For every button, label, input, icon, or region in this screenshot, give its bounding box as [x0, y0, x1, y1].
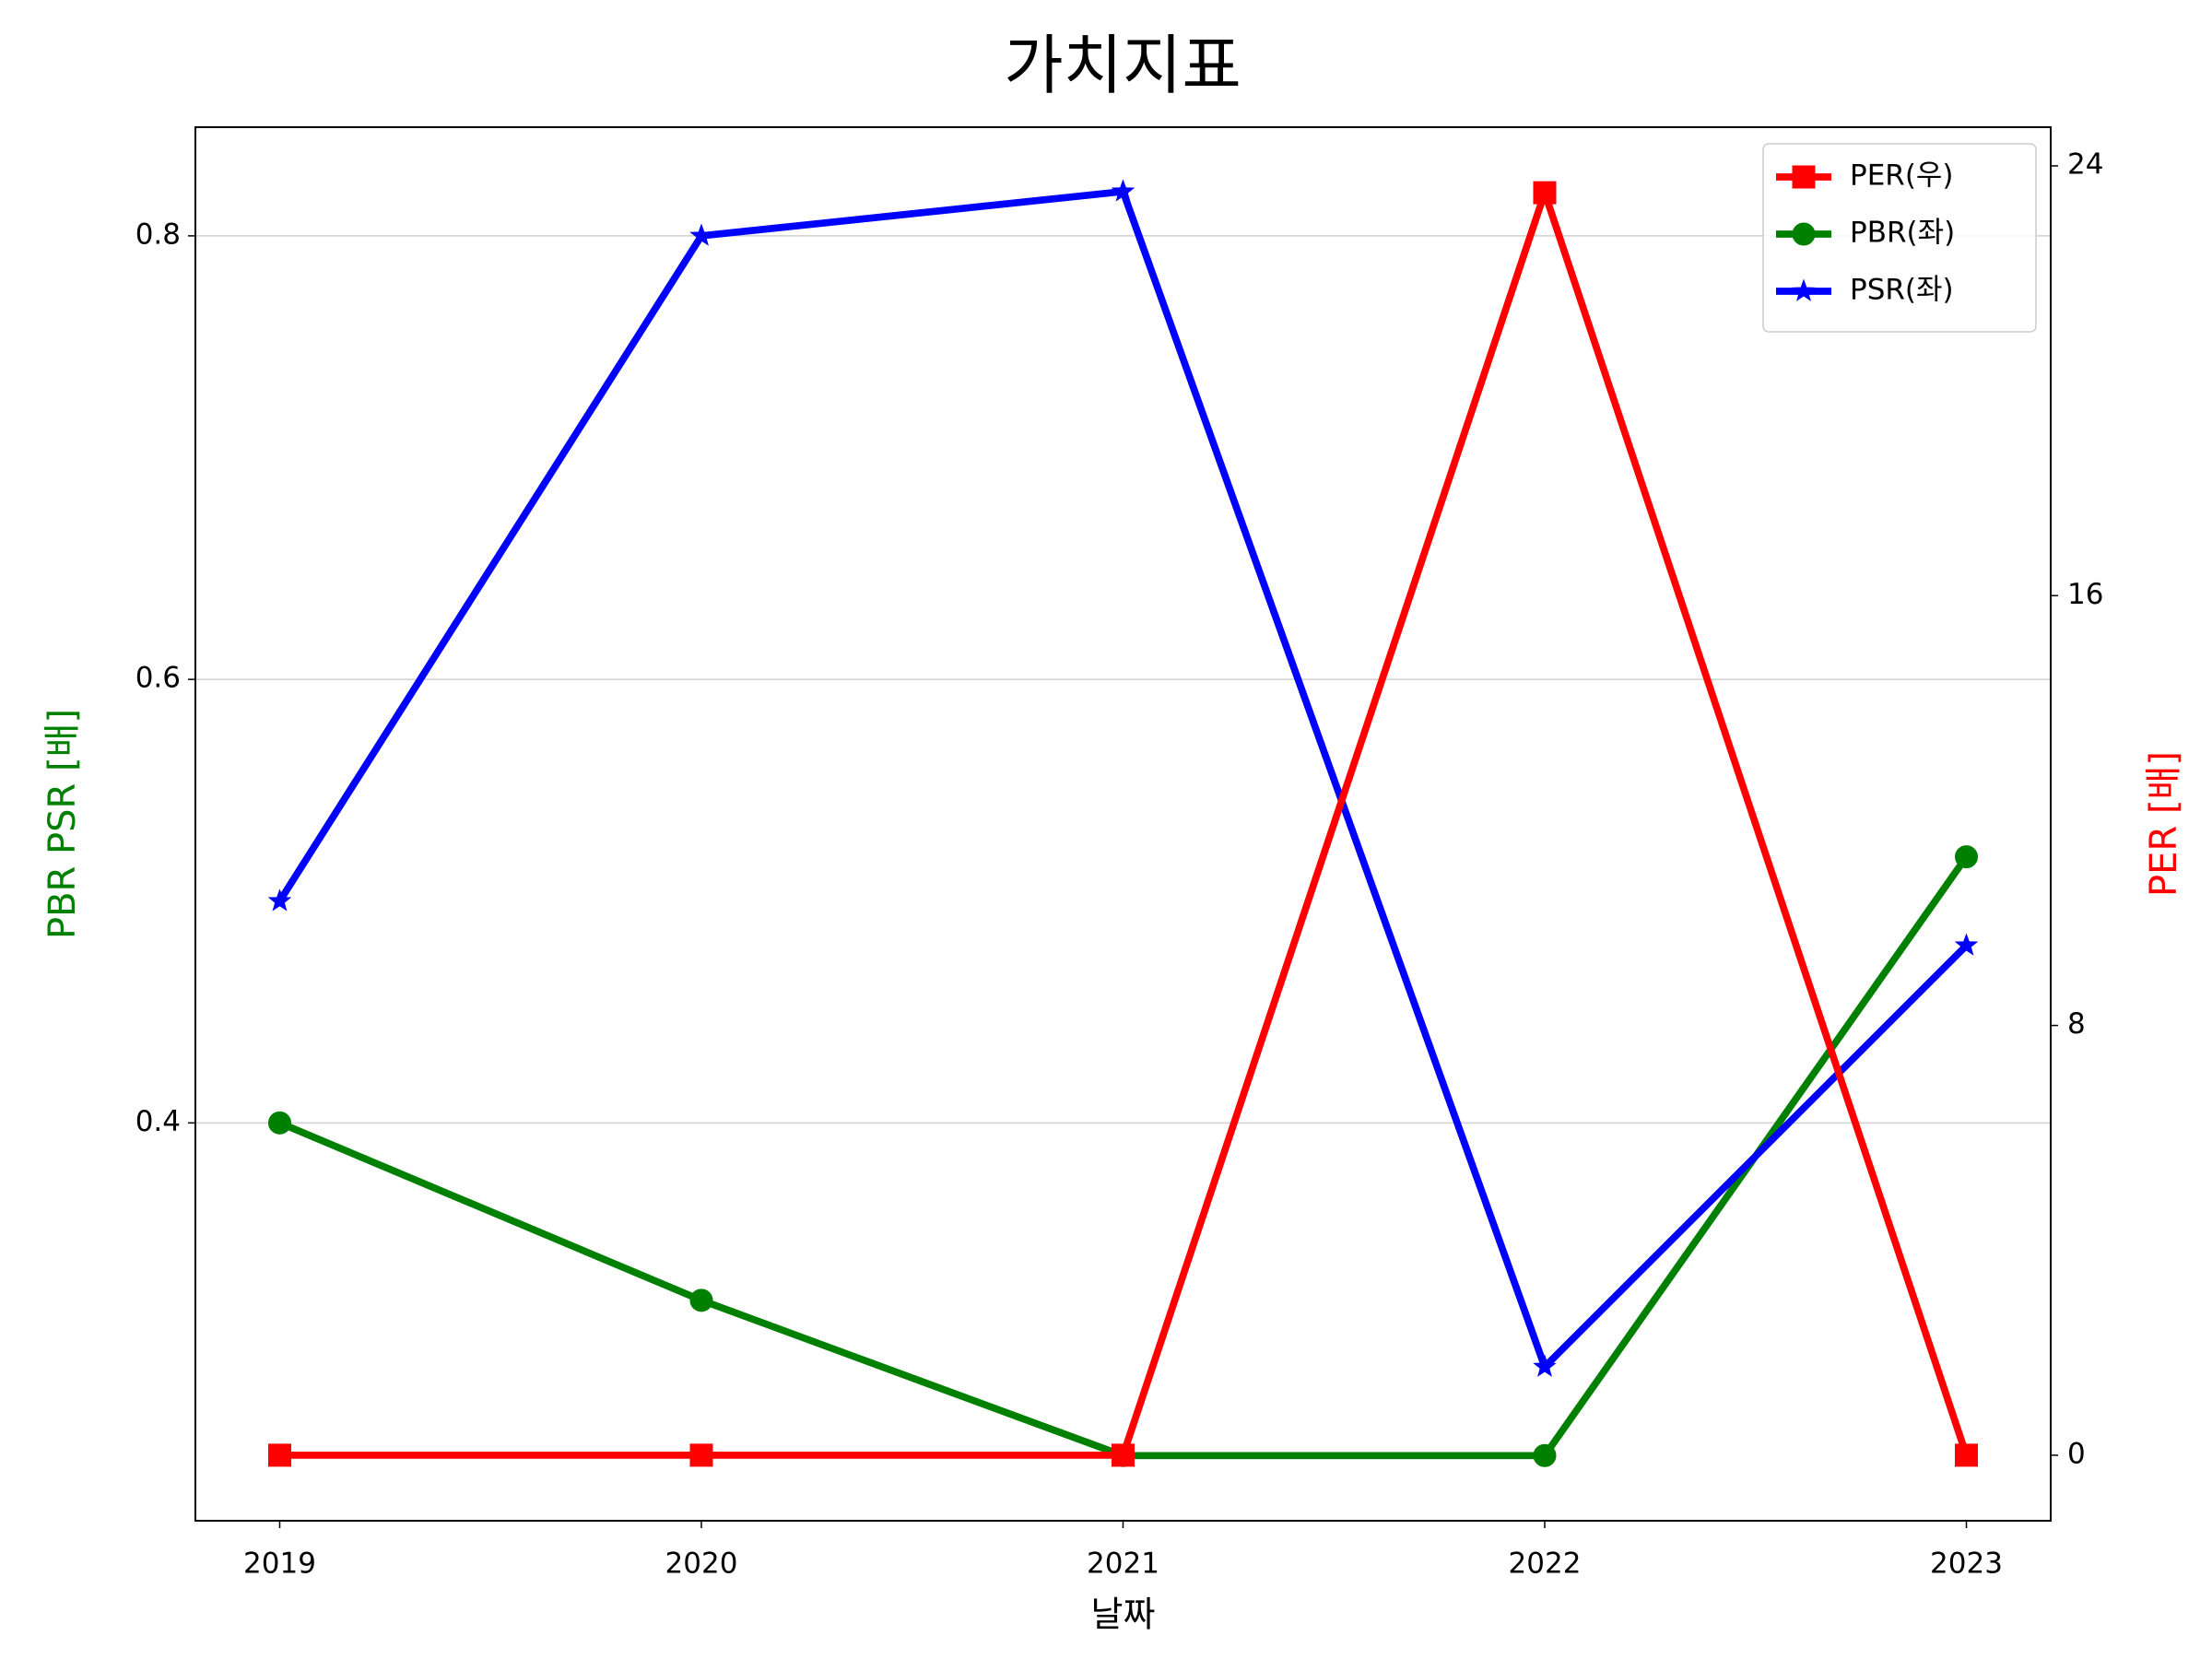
- y-axis-label: PBR PSR [배]: [41, 709, 84, 939]
- legend-marker: [1792, 278, 1816, 301]
- legend-box: [1762, 143, 2037, 333]
- data-point: [1111, 179, 1135, 202]
- x-tick-label: 2019: [243, 1547, 316, 1581]
- data-point: [268, 1443, 291, 1467]
- y-tick-label: 0.4: [135, 1105, 181, 1138]
- data-point: [1955, 845, 1978, 869]
- data-point: [1533, 1443, 1557, 1467]
- legend: PER(우) PBR(좌) PSR(좌): [1762, 143, 2037, 333]
- x-tick-label: 2021: [1087, 1547, 1159, 1581]
- y2-axis-label: PER [배]: [2143, 751, 2185, 897]
- data-point: [689, 1443, 713, 1467]
- y2-tick-label: 24: [2067, 147, 2103, 181]
- y2-tick-label: 8: [2067, 1007, 2086, 1041]
- data-point: [268, 1111, 291, 1135]
- y2-tick-label: 16: [2067, 578, 2103, 611]
- data-point: [689, 1288, 713, 1312]
- data-point: [1955, 1443, 1978, 1467]
- data-point: [689, 223, 713, 246]
- y2-tick-label: 0: [2067, 1437, 2086, 1470]
- legend-marker: [1792, 165, 1816, 189]
- data-point: [267, 888, 292, 912]
- data-point: [1533, 1354, 1557, 1377]
- x-tick-label: 2020: [665, 1547, 738, 1581]
- data-point: [1112, 1443, 1135, 1467]
- x-tick-label: 2022: [1509, 1547, 1582, 1581]
- x-axis-label: 날짜: [1091, 1594, 1156, 1635]
- y-tick-label: 0.6: [135, 662, 181, 695]
- legend-label: PBR(좌): [1850, 217, 1955, 250]
- legend-label: PSR(좌): [1850, 274, 1954, 307]
- data-point: [1954, 933, 1979, 956]
- data-point: [1533, 181, 1557, 205]
- x-tick-label: 2023: [1930, 1547, 2003, 1581]
- plot-frame: [194, 126, 2052, 1522]
- y-tick-label: 0.8: [135, 218, 181, 251]
- chart-title: 가치지표: [1004, 28, 1241, 103]
- legend-label: PER(우): [1850, 159, 1954, 193]
- legend-marker: [1792, 222, 1816, 246]
